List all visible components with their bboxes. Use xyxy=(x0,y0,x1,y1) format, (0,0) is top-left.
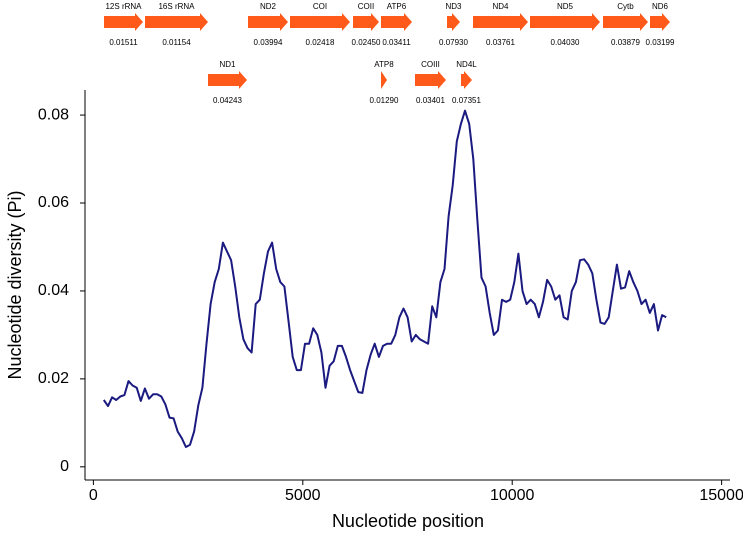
gene-pi: 0.01511 xyxy=(109,38,138,47)
gene-pi: 0.02418 xyxy=(306,38,335,47)
gene-pi: 0.07930 xyxy=(439,38,468,47)
gene-pi: 0.02450 xyxy=(352,38,381,47)
gene-name: ND4 xyxy=(492,2,509,11)
gene-name: ATP6 xyxy=(387,2,407,11)
gene-name: ND2 xyxy=(260,2,277,11)
y-tick-label: 0.06 xyxy=(38,194,69,211)
gene-arrow xyxy=(290,13,350,31)
x-tick-label: 5000 xyxy=(285,487,321,504)
x-tick-label: 10000 xyxy=(490,487,535,504)
gene-arrow xyxy=(447,13,460,31)
y-tick-label: 0.02 xyxy=(38,370,69,387)
diversity-line xyxy=(102,109,667,448)
gene-pi: 0.03199 xyxy=(646,38,675,47)
gene-name: COI xyxy=(313,2,327,11)
y-tick-label: 0 xyxy=(60,458,69,475)
gene-name: ND4L xyxy=(456,60,477,69)
gene-pi: 0.03411 xyxy=(382,38,411,47)
gene-arrow xyxy=(104,13,143,31)
gene-name: ND6 xyxy=(652,2,669,11)
gene-arrow xyxy=(603,13,648,31)
gene-pi: 0.03401 xyxy=(416,96,445,105)
gene-pi: 0.04243 xyxy=(213,96,242,105)
gene-pi: 0.03761 xyxy=(486,38,515,47)
gene-pi: 0.03994 xyxy=(254,38,283,47)
y-tick-label: 0.04 xyxy=(38,282,69,299)
x-tick-label: 15000 xyxy=(699,487,743,504)
gene-arrow xyxy=(650,13,670,31)
gene-pi: 0.04030 xyxy=(551,38,580,47)
y-axis-title: Nucleotide diversity (Pi) xyxy=(5,190,25,379)
y-tick-label: 0.08 xyxy=(38,106,69,123)
gene-arrow xyxy=(461,71,472,89)
gene-name: ATP8 xyxy=(374,60,394,69)
gene-pi: 0.01154 xyxy=(162,38,191,47)
gene-name: COII xyxy=(358,2,374,11)
gene-name: ND1 xyxy=(219,60,236,69)
gene-name: 16S rRNA xyxy=(158,2,195,11)
gene-arrow xyxy=(415,71,446,89)
gene-arrow xyxy=(248,13,288,31)
gene-arrow xyxy=(145,13,208,31)
gene-name: ND5 xyxy=(557,2,574,11)
gene-arrow xyxy=(381,13,412,31)
gene-pi: 0.03879 xyxy=(611,38,640,47)
gene-arrow xyxy=(353,13,379,31)
gene-name: ND3 xyxy=(445,2,462,11)
gene-arrow xyxy=(208,71,247,89)
gene-pi: 0.01290 xyxy=(370,96,399,105)
gene-name: COIII xyxy=(421,60,440,69)
gene-name: Cytb xyxy=(617,2,634,11)
gene-arrow xyxy=(381,71,387,89)
gene-pi: 0.07351 xyxy=(452,96,481,105)
gene-arrow xyxy=(530,13,600,31)
gene-arrow xyxy=(473,13,528,31)
gene-name: 12S rRNA xyxy=(105,2,142,11)
x-axis-title: Nucleotide position xyxy=(332,511,484,531)
x-tick-label: 0 xyxy=(89,487,98,504)
